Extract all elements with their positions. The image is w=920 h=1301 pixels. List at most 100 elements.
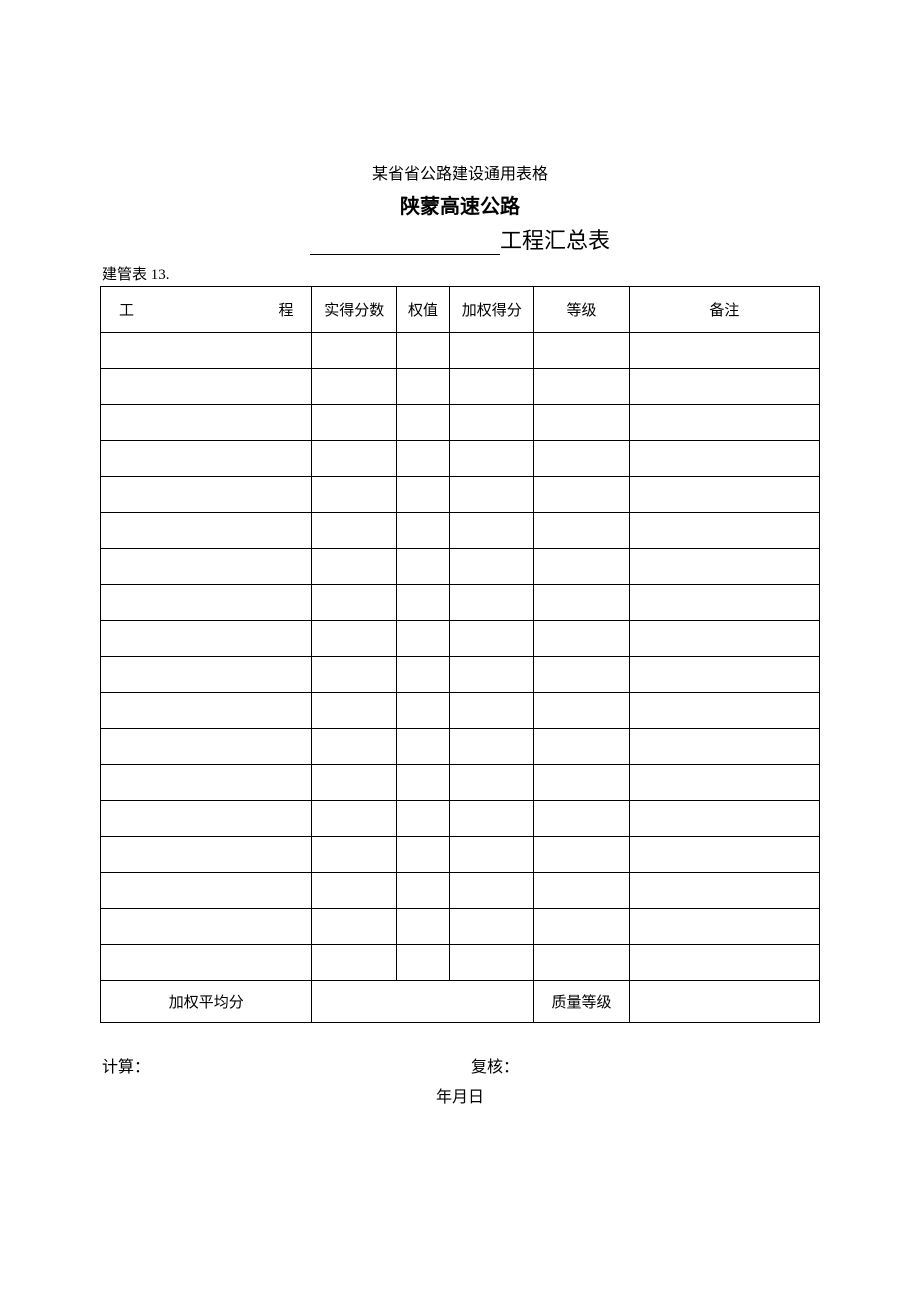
cell-project [101, 657, 312, 693]
cell-project [101, 405, 312, 441]
table-row [101, 477, 820, 513]
col-header-weight: 权值 [397, 287, 450, 333]
cell-weight [397, 873, 450, 909]
table-row [101, 909, 820, 945]
cell-remark [629, 909, 819, 945]
cell-grade [534, 909, 629, 945]
cell-weighted_score [449, 837, 534, 873]
col-header-project: 工 程 [101, 287, 312, 333]
footer-weighted-avg-label: 加权平均分 [101, 981, 312, 1023]
signature-calc: 计算： [100, 1053, 451, 1077]
cell-remark [629, 657, 819, 693]
cell-actual_score [312, 693, 397, 729]
cell-weighted_score [449, 513, 534, 549]
cell-weight [397, 513, 450, 549]
cell-remark [629, 405, 819, 441]
cell-remark [629, 477, 819, 513]
cell-actual_score [312, 369, 397, 405]
table-row [101, 549, 820, 585]
footer-quality-grade-value [629, 981, 819, 1023]
cell-remark [629, 765, 819, 801]
cell-weighted_score [449, 333, 534, 369]
header-form-title: 工程汇总表 [100, 223, 820, 255]
cell-grade [534, 765, 629, 801]
cell-grade [534, 945, 629, 981]
cell-grade [534, 477, 629, 513]
cell-actual_score [312, 405, 397, 441]
cell-project [101, 801, 312, 837]
cell-weighted_score [449, 585, 534, 621]
cell-project [101, 729, 312, 765]
col-header-weighted-score: 加权得分 [449, 287, 534, 333]
cell-weight [397, 333, 450, 369]
cell-weighted_score [449, 549, 534, 585]
cell-grade [534, 873, 629, 909]
table-row [101, 405, 820, 441]
cell-grade [534, 729, 629, 765]
cell-weighted_score [449, 729, 534, 765]
cell-weight [397, 909, 450, 945]
cell-project [101, 585, 312, 621]
cell-grade [534, 837, 629, 873]
cell-project [101, 693, 312, 729]
cell-weighted_score [449, 369, 534, 405]
cell-actual_score [312, 585, 397, 621]
cell-project [101, 765, 312, 801]
table-row [101, 441, 820, 477]
cell-remark [629, 621, 819, 657]
cell-actual_score [312, 657, 397, 693]
cell-weight [397, 621, 450, 657]
cell-weighted_score [449, 657, 534, 693]
cell-grade [534, 549, 629, 585]
cell-weight [397, 693, 450, 729]
cell-remark [629, 837, 819, 873]
cell-weighted_score [449, 765, 534, 801]
cell-actual_score [312, 441, 397, 477]
table-row [101, 837, 820, 873]
cell-actual_score [312, 837, 397, 873]
cell-weight [397, 441, 450, 477]
cell-remark [629, 693, 819, 729]
cell-project [101, 873, 312, 909]
cell-grade [534, 369, 629, 405]
cell-actual_score [312, 729, 397, 765]
cell-weight [397, 405, 450, 441]
cell-actual_score [312, 549, 397, 585]
table-row [101, 333, 820, 369]
cell-grade [534, 333, 629, 369]
cell-remark [629, 873, 819, 909]
cell-project [101, 513, 312, 549]
cell-weight [397, 765, 450, 801]
cell-weight [397, 369, 450, 405]
title-suffix: 工程汇总表 [500, 228, 610, 253]
cell-weight [397, 657, 450, 693]
cell-remark [629, 729, 819, 765]
signature-date: 年月日 [100, 1083, 820, 1107]
cell-project [101, 369, 312, 405]
cell-actual_score [312, 333, 397, 369]
cell-weighted_score [449, 945, 534, 981]
cell-grade [534, 585, 629, 621]
table-footer-row: 加权平均分 质量等级 [101, 981, 820, 1023]
cell-weighted_score [449, 621, 534, 657]
cell-weighted_score [449, 441, 534, 477]
cell-weighted_score [449, 873, 534, 909]
cell-remark [629, 801, 819, 837]
cell-weight [397, 945, 450, 981]
table-row [101, 513, 820, 549]
col-header-project-right: 程 [278, 303, 293, 319]
footer-weighted-avg-value [312, 981, 534, 1023]
table-row [101, 693, 820, 729]
document-page: 某省省公路建设通用表格 陕蒙高速公路 工程汇总表 建管表 13. 工 程 实得分… [0, 0, 920, 1107]
cell-actual_score [312, 945, 397, 981]
cell-remark [629, 369, 819, 405]
cell-project [101, 441, 312, 477]
cell-actual_score [312, 873, 397, 909]
cell-weighted_score [449, 405, 534, 441]
cell-project [101, 621, 312, 657]
cell-project [101, 333, 312, 369]
cell-remark [629, 549, 819, 585]
cell-remark [629, 585, 819, 621]
cell-actual_score [312, 621, 397, 657]
cell-weighted_score [449, 693, 534, 729]
